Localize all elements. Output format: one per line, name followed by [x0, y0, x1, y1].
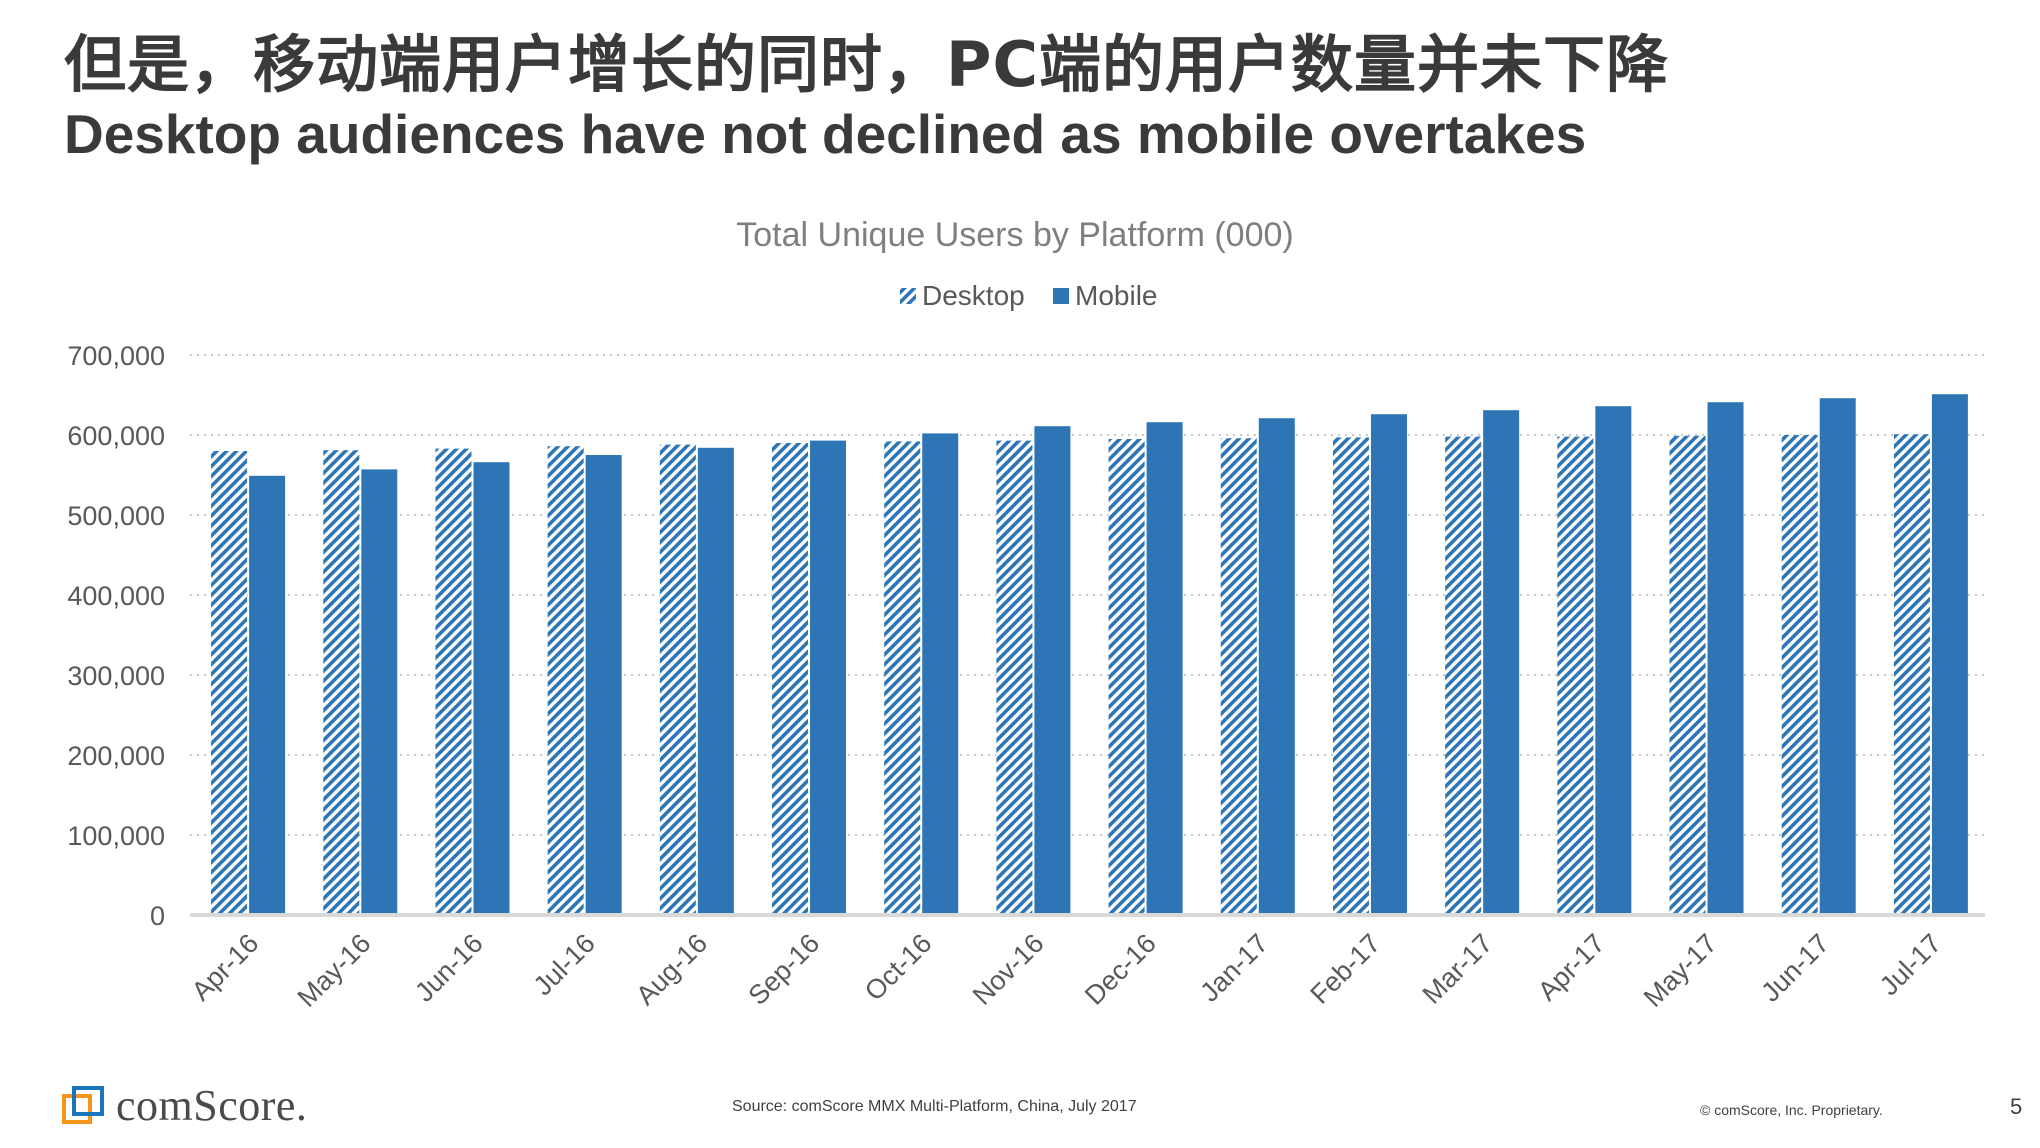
y-tick-label: 300,000: [67, 661, 165, 691]
bar-desktop-sep-16: [772, 443, 809, 915]
bar-mobile-jun-16: [473, 462, 510, 915]
chart-legend: Desktop Mobile: [900, 280, 1157, 311]
bar-mobile-mar-17: [1483, 410, 1520, 915]
bar-mobile-sep-16: [810, 440, 847, 915]
comscore-logo-text: comScore.: [116, 1081, 308, 1130]
x-tick-label: Dec-16: [1079, 928, 1162, 1011]
bar-mobile-oct-16: [922, 433, 959, 915]
x-tick-label: Sep-16: [742, 928, 825, 1011]
source-note: Source: comScore MMX Multi-Platform, Chi…: [732, 1098, 1137, 1115]
page-number: 5: [2010, 1094, 2023, 1119]
y-tick-label: 700,000: [67, 341, 165, 371]
bar-desktop-jun-17: [1781, 435, 1818, 915]
bar-desktop-apr-16: [211, 451, 248, 915]
bar-desktop-jul-17: [1893, 434, 1930, 915]
bar-mobile-jan-17: [1258, 418, 1295, 915]
bar-mobile-dec-16: [1146, 422, 1183, 915]
x-tick-label: May-16: [292, 928, 377, 1013]
x-tick-label: Jan-17: [1194, 928, 1274, 1008]
comscore-logo-icon: [62, 1085, 104, 1124]
x-tick-label: Apr-17: [1532, 928, 1611, 1007]
bar-mobile-may-16: [361, 469, 398, 915]
y-tick-label: 600,000: [67, 421, 165, 451]
x-tick-label: Feb-17: [1304, 928, 1386, 1010]
bar-mobile-nov-16: [1034, 426, 1071, 915]
legend-label-desktop: Desktop: [922, 280, 1025, 311]
bar-mobile-jul-17: [1931, 394, 1968, 915]
x-tick-label: Jul-16: [528, 928, 601, 1001]
x-tick-label: Oct-16: [859, 928, 938, 1007]
x-tick-label: Jun-16: [409, 928, 489, 1008]
copyright-note: © comScore, Inc. Proprietary.: [1700, 1102, 1883, 1118]
bar-mobile-apr-16: [249, 475, 286, 915]
chart-title: Total Unique Users by Platform (000): [736, 216, 1293, 254]
bar-desktop-may-16: [323, 450, 360, 915]
bar-mobile-jun-17: [1819, 398, 1856, 915]
y-tick-label: 500,000: [67, 501, 165, 531]
y-tick-label: 100,000: [67, 821, 165, 851]
x-tick-label: Apr-16: [186, 928, 265, 1007]
x-tick-label: May-17: [1638, 928, 1723, 1013]
bars: [211, 394, 1968, 915]
legend-swatch-desktop: [900, 288, 916, 304]
x-axis: Apr-16 May-16 Jun-16 Jul-16 Aug-16 Sep-16 Oct-…: [186, 913, 1985, 1013]
x-tick-label: Nov-16: [967, 928, 1050, 1011]
bar-chart: Total Unique Users by Platform (000) Des…: [67, 216, 1985, 1013]
bar-desktop-jun-16: [435, 448, 472, 915]
bar-desktop-oct-16: [884, 441, 921, 915]
x-tick-label: Jul-17: [1874, 928, 1947, 1001]
bar-mobile-may-17: [1707, 402, 1744, 915]
bar-desktop-apr-17: [1557, 436, 1594, 915]
bar-mobile-apr-17: [1595, 406, 1632, 915]
y-tick-label: 0: [150, 901, 165, 931]
page-title-chinese: 但是，移动端用户增长的同时，PC端的用户数量并未下降: [64, 28, 1669, 101]
x-tick-label: Aug-16: [630, 928, 713, 1011]
x-tick-label: Jun-17: [1755, 928, 1835, 1008]
bar-desktop-dec-16: [1108, 439, 1145, 915]
bar-desktop-aug-16: [659, 444, 696, 915]
bar-mobile-aug-16: [697, 447, 734, 915]
comscore-logo: comScore.: [62, 1080, 307, 1131]
legend-label-mobile: Mobile: [1075, 280, 1157, 311]
y-axis: 0 100,000 200,000 300,000 400,000 500,000 600,…: [67, 341, 165, 931]
page-title-english: Desktop audiences have not declined as m…: [64, 103, 1587, 165]
bar-desktop-may-17: [1669, 435, 1706, 915]
legend-swatch-mobile: [1053, 288, 1069, 304]
bar-desktop-jan-17: [1220, 438, 1257, 915]
bar-mobile-feb-17: [1370, 414, 1407, 915]
bar-desktop-mar-17: [1445, 436, 1482, 915]
x-tick-label: Mar-17: [1417, 928, 1499, 1010]
bar-desktop-nov-16: [996, 440, 1033, 915]
bar-desktop-jul-16: [547, 446, 584, 915]
bar-mobile-jul-16: [585, 455, 622, 915]
y-tick-label: 400,000: [67, 581, 165, 611]
gridlines: [190, 354, 1985, 836]
y-tick-label: 200,000: [67, 741, 165, 771]
bar-desktop-feb-17: [1332, 437, 1369, 915]
